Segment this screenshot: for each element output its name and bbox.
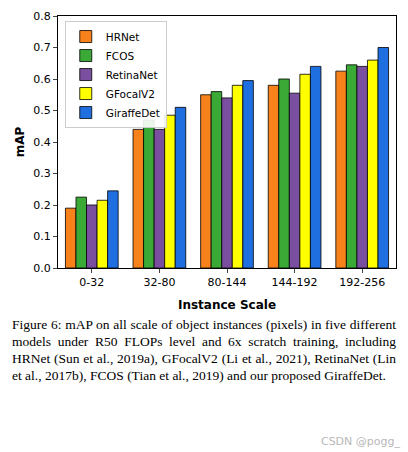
svg-text:80-144: 80-144 [208,276,247,289]
html-text:CSDN @pogg_: CSDN @pogg_ [321,435,400,448]
svg-text:32-80: 32-80 [143,276,175,289]
svg-text:mAP: mAP [13,127,27,158]
svg-text:0.3: 0.3 [33,167,51,180]
svg-text:Instance Scale: Instance Scale [178,298,276,312]
svg-text:FCOS: FCOS [106,50,135,62]
svg-text:0.1: 0.1 [33,230,51,243]
svg-text:HRNet: HRNet [106,31,140,43]
svg-text:0.2: 0.2 [33,199,51,212]
svg-text:0.8: 0.8 [33,10,51,23]
svg-text:RetinaNet: RetinaNet [106,69,158,81]
svg-text:0-32: 0-32 [79,276,104,289]
svg-text:144-192: 144-192 [272,276,318,289]
svg-text:0.5: 0.5 [33,104,51,117]
svg-text:0.0: 0.0 [33,262,51,275]
svg-text:0.6: 0.6 [33,73,51,86]
svg-text:0.4: 0.4 [33,136,51,149]
svg-text:GiraffeDet: GiraffeDet [106,107,160,119]
svg-text:GFocalV2: GFocalV2 [106,88,155,100]
svg-text:0.7: 0.7 [33,41,51,54]
svg-text:192-256: 192-256 [339,276,385,289]
html-text:Figure 6: mAP on all scale of: Figure 6: mAP on all scale of object ins… [12,317,396,383]
